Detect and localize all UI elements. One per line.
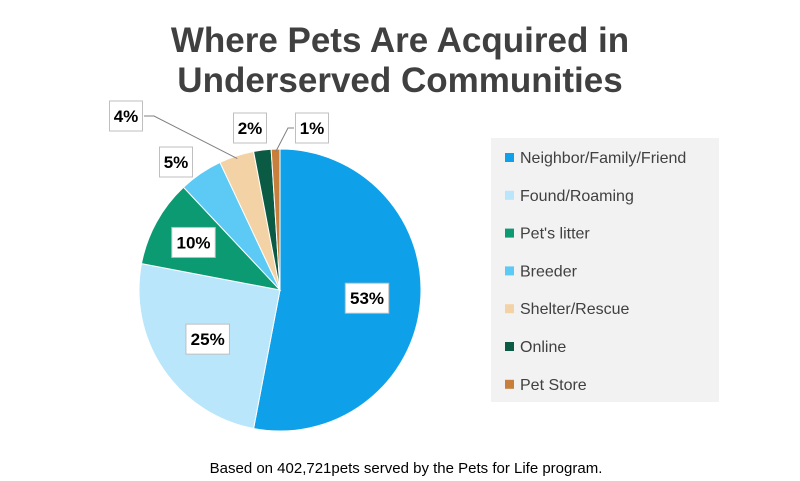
data-label-box-breeder [159, 146, 193, 178]
legend-swatch-shelter-rescue [505, 304, 514, 314]
data-label-box-neighbor-family-friend [344, 282, 390, 314]
data-label-pet-store: 1% [300, 119, 325, 138]
data-label-breeder: 5% [164, 153, 189, 172]
chart-title-line-1: Where Pets Are Acquired in [171, 21, 629, 60]
data-label-box-found-roaming [185, 323, 230, 355]
data-label-found-roaming: 25% [191, 330, 225, 349]
data-label-online: 2% [238, 119, 263, 138]
chart-footnote: Based on 402,721pets served by the Pets … [210, 460, 603, 477]
chart-title-line-2: Underserved Communities [177, 61, 622, 100]
legend-swatch-pet-store [505, 379, 514, 389]
legend-swatch-pet-s-litter [505, 228, 514, 238]
data-label-shelter-rescue: 4% [114, 107, 139, 126]
pie-slice-pet-store [270, 148, 281, 291]
legend-swatch-found-roaming [505, 190, 514, 200]
legend-label-pet-store: Pet Store [520, 377, 587, 394]
legend-label-online: Online [520, 339, 566, 356]
data-label-box-pet-s-litter [171, 226, 216, 258]
pie-slice-neighbor-family-friend [252, 148, 422, 432]
legend-swatch-online [505, 342, 514, 351]
legend-label-pet-s-litter: Pet's litter [520, 226, 590, 243]
legend-label-breeder: Breeder [520, 263, 578, 280]
data-label-box-pet-store [295, 112, 329, 144]
legend-box [491, 138, 719, 402]
legend-swatch-neighbor-family-friend [505, 153, 514, 162]
legend-label-neighbor-family-friend: Neighbor/Family/Friend [520, 150, 686, 167]
legend-label-shelter-rescue: Shelter/Rescue [520, 301, 629, 318]
label-leader-lines [144, 115, 294, 160]
data-label-box-shelter-rescue [109, 100, 143, 132]
data-label-box-online [233, 112, 267, 144]
data-labels: 53% 25% 10% 5% 4% 2% 1% [109, 100, 390, 355]
legend-label-found-roaming: Found/Roaming [520, 188, 634, 205]
legend: Neighbor/Family/Friend Found/Roaming Pet's… [491, 138, 719, 402]
legend-swatch-breeder [505, 266, 514, 276]
data-label-pet-s-litter: 10% [176, 233, 210, 252]
leader-line-shelter-rescue [144, 115, 238, 160]
leader-line-pet-store [275, 127, 294, 153]
data-label-neighbor-family-friend: 53% [350, 289, 384, 308]
